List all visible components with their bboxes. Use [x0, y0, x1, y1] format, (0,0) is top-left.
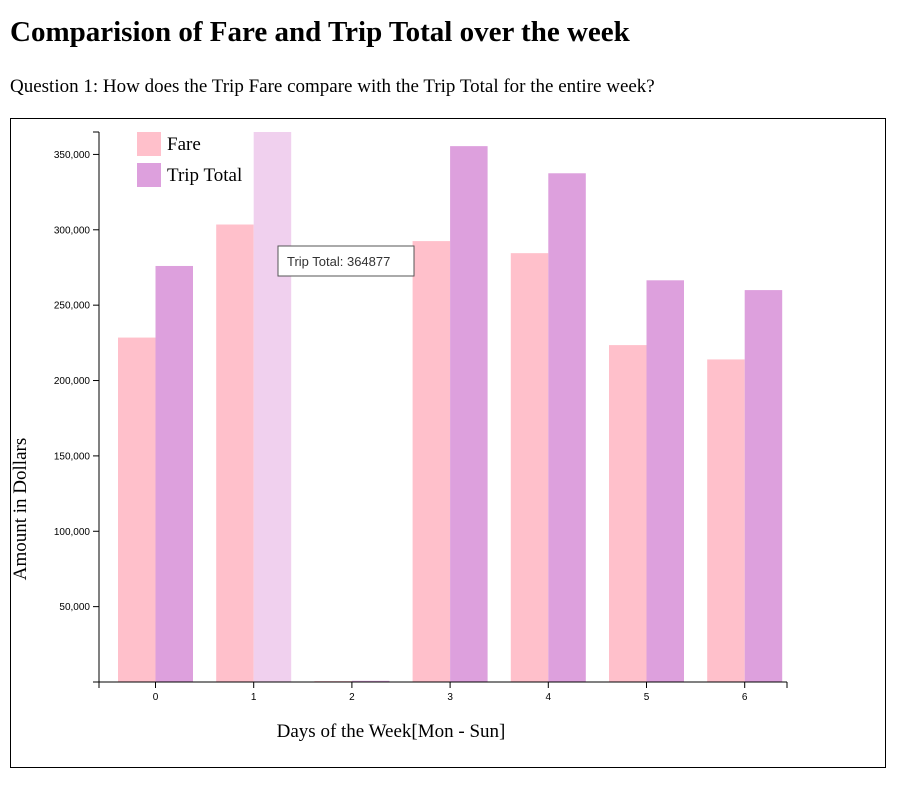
legend-label: Trip Total	[167, 165, 242, 186]
tooltip-text: Trip Total: 364877	[287, 254, 390, 269]
bar-fare-5[interactable]	[609, 345, 647, 682]
tooltip-box	[277, 245, 415, 277]
y-tick-label: 350,000	[54, 150, 91, 161]
y-axis-title: Amount in Dollars	[11, 438, 31, 581]
tooltip: Trip Total: 364877	[277, 245, 415, 277]
x-tick-label: 5	[644, 692, 650, 703]
x-tick-label: 4	[546, 692, 552, 703]
x-tick-label: 3	[447, 692, 453, 703]
y-tick-label: 200,000	[54, 376, 91, 387]
bar-trip-total-2[interactable]	[351, 680, 390, 682]
bars-group	[118, 132, 783, 683]
bar-fare-1[interactable]	[216, 224, 254, 682]
legend-swatch	[137, 163, 161, 187]
bar-trip-total-3[interactable]	[450, 146, 488, 682]
chart-container: 50,000 100,000 150,000 200,000 250,000 300,00…	[10, 118, 886, 768]
bar-fare-0[interactable]	[118, 337, 156, 682]
x-tick-label: 6	[742, 692, 748, 703]
bar-fare-3[interactable]	[412, 241, 451, 682]
x-tick-label: 1	[251, 692, 257, 703]
bar-trip-total-6[interactable]	[744, 290, 783, 682]
y-tick-label: 250,000	[54, 301, 91, 312]
bar-fare-6[interactable]	[707, 359, 745, 682]
bar-trip-total-4[interactable]	[548, 173, 586, 683]
y-tick-label: 150,000	[54, 451, 91, 462]
y-tick-label: 50,000	[59, 602, 90, 613]
x-tick-label: 2	[349, 692, 355, 703]
bar-trip-total-5[interactable]	[646, 280, 685, 682]
legend: Fare Trip Total	[137, 132, 242, 187]
axes-group: 50,000 100,000 150,000 200,000 250,000 300,00…	[54, 131, 788, 703]
x-axis-title: Days of the Week[Mon - Sun]	[277, 721, 506, 742]
page-title: Comparision of Fare and Trip Total over …	[10, 16, 630, 48]
bar-fare-4[interactable]	[510, 253, 549, 682]
y-tick-label: 300,000	[54, 225, 91, 236]
question-text: Question 1: How does the Trip Fare compa…	[10, 76, 655, 97]
legend-label: Fare	[167, 134, 201, 155]
bar-chart: 50,000 100,000 150,000 200,000 250,000 300,00…	[11, 131, 788, 742]
bar-trip-total-1[interactable]	[253, 132, 292, 682]
x-tick-label: 0	[153, 692, 159, 703]
legend-swatch	[137, 132, 161, 156]
y-tick-label: 100,000	[54, 527, 91, 538]
bar-trip-total-0[interactable]	[155, 265, 194, 682]
